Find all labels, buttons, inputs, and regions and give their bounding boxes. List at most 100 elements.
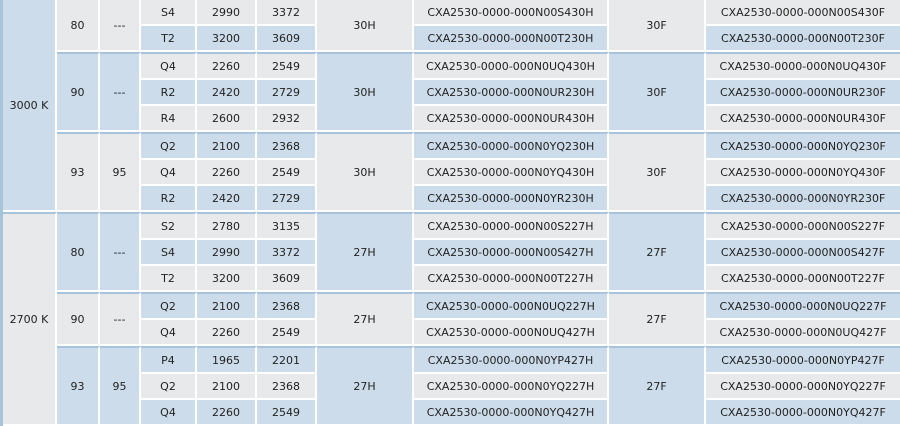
flux-bin-cell: R4 [141,106,197,132]
flux-min-cell: 1965 [197,346,257,374]
flux-min-cell: 2100 [197,292,257,320]
part-number-h-cell: CXA2530-0000-000N0YQ427H [414,400,609,426]
table-row: T2 3200 3609 CXA2530-0000-000N00T227H CXA253… [3,266,900,292]
flux-min-cell: 2100 [197,132,257,160]
flux-bin-cell: R2 [141,80,197,106]
part-number-f-cell: CXA2530-0000-000N00T230F [706,26,900,52]
flux-bin-cell: Q4 [141,160,197,186]
flux-bin-cell: Q2 [141,292,197,320]
flux-typ-cell: 2368 [257,132,317,160]
part-number-h-cell: CXA2530-0000-000N0YQ230H [414,132,609,160]
flux-min-cell: 2990 [197,240,257,266]
part-number-h-cell: CXA2530-0000-000N0UR230H [414,80,609,106]
part-number-f-cell: CXA2530-0000-000N0UQ427F [706,320,900,346]
flux-bin-cell: Q4 [141,52,197,80]
table-row: R2 2420 2729 CXA2530-0000-000N0UR230H CXA253… [3,80,900,106]
flux-bin-cell: S4 [141,0,197,26]
flux-bin-cell: Q4 [141,320,197,346]
flux-min-cell: 3200 [197,266,257,292]
table-row: 2700 K 80 --- S2 2780 3135 27H CXA2530-0000-000… [3,212,900,426]
code-h-cell: 30H [317,132,414,212]
part-number-h-cell: CXA2530-0000-000N0YR230H [414,186,609,212]
cri-typ-cell: --- [100,0,141,52]
table-row: R2 2420 2729 CXA2530-0000-000N0YR230H CXA253… [3,186,900,212]
code-h-cell: 27H [317,346,414,426]
cri-min-cell: 93 [57,346,100,426]
flux-bin-cell: T2 [141,26,197,52]
part-number-h-cell: CXA2530-0000-000N0UR430H [414,106,609,132]
flux-typ-cell: 2368 [257,292,317,320]
part-number-h-cell: CXA2530-0000-000N0UQ430H [414,52,609,80]
flux-min-cell: 2990 [197,0,257,26]
flux-typ-cell: 2549 [257,400,317,426]
code-h-cell: 27H [317,212,414,292]
part-number-h-cell: CXA2530-0000-000N0UQ427H [414,320,609,346]
cri-min-cell: 80 [57,0,100,52]
part-number-f-cell: CXA2530-0000-000N00S227F [706,212,900,240]
table-row: T2 3200 3609 CXA2530-0000-000N00T230H CXA253… [3,26,900,52]
table-row: 90 --- Q2 2100 2368 27H CXA2530-0000-000N0UQ22… [3,292,900,346]
table-row: R4 2600 2932 CXA2530-0000-000N0UR430H CXA253… [3,106,900,132]
part-number-h-cell: CXA2530-0000-000N00T230H [414,26,609,52]
code-h-cell: 27H [317,292,414,346]
cri-min-cell: 90 [57,292,100,346]
flux-bin-cell: S4 [141,240,197,266]
table-row: Q2 2100 2368 CXA2530-0000-000N0YQ227H CXA253… [3,374,900,400]
code-h-cell: 30H [317,52,414,132]
part-number-f-cell: CXA2530-0000-000N0UR230F [706,80,900,106]
code-f-cell: 27F [609,346,706,426]
part-number-h-cell: CXA2530-0000-000N00S227H [414,212,609,240]
code-f-cell: 27F [609,292,706,346]
flux-bin-cell: P4 [141,346,197,374]
flux-typ-cell: 2549 [257,52,317,80]
cri-typ-cell: 95 [100,346,141,426]
cri-typ-cell: --- [100,52,141,132]
cri-typ-cell: 95 [100,132,141,212]
part-number-h-cell: CXA2530-0000-000N0YQ227H [414,374,609,400]
cct-cell: 2700 K [3,212,57,426]
table-body: 3000 K 80 --- S4 2990 3372 30H CXA2530-0000-000… [3,0,900,426]
flux-typ-cell: 3372 [257,0,317,26]
flux-min-cell: 2100 [197,374,257,400]
flux-bin-cell: S2 [141,212,197,240]
flux-typ-cell: 3609 [257,266,317,292]
flux-min-cell: 2260 [197,52,257,80]
flux-typ-cell: 3372 [257,240,317,266]
table-row: 93 95 Q2 2100 2368 30H CXA2530-0000-000N0YQ230… [3,132,900,212]
code-f-cell: 27F [609,212,706,292]
flux-bin-cell: R2 [141,186,197,212]
part-number-h-cell: CXA2530-0000-000N00S427H [414,240,609,266]
code-f-cell: 30F [609,132,706,212]
part-number-h-cell: CXA2530-0000-000N00S430H [414,0,609,26]
part-number-h-cell: CXA2530-0000-000N0YQ430H [414,160,609,186]
table-row: Q4 2260 2549 CXA2530-0000-000N0UQ427H CXA253… [3,320,900,346]
part-number-f-cell: CXA2530-0000-000N0UQ227F [706,292,900,320]
flux-bin-cell: Q2 [141,374,197,400]
flux-bin-cell: Q4 [141,400,197,426]
flux-min-cell: 2600 [197,106,257,132]
flux-typ-cell: 2549 [257,320,317,346]
cri-min-cell: 90 [57,52,100,132]
flux-typ-cell: 2549 [257,160,317,186]
flux-min-cell: 2260 [197,320,257,346]
cct-cell: 3000 K [3,0,57,212]
table-row: S4 2990 3372 CXA2530-0000-000N00S427H CXA253… [3,240,900,266]
cri-min-cell: 93 [57,132,100,212]
flux-min-cell: 2420 [197,80,257,106]
flux-bin-cell: T2 [141,266,197,292]
part-number-f-cell: CXA2530-0000-000N00S427F [706,240,900,266]
table-row: 90 --- Q4 2260 2549 30H CXA2530-0000-000N0UQ43… [3,52,900,132]
flux-typ-cell: 2729 [257,186,317,212]
flux-min-cell: 2260 [197,160,257,186]
part-number-h-cell: CXA2530-0000-000N00T227H [414,266,609,292]
code-h-cell: 30H [317,0,414,52]
part-number-f-cell: CXA2530-0000-000N00S430F [706,0,900,26]
flux-typ-cell: 2368 [257,374,317,400]
part-number-f-cell: CXA2530-0000-000N0UR430F [706,106,900,132]
part-number-f-cell: CXA2530-0000-000N0YQ230F [706,132,900,160]
flux-typ-cell: 3135 [257,212,317,240]
cri-typ-cell: --- [100,212,141,292]
cri-min-cell: 80 [57,212,100,292]
flux-typ-cell: 2729 [257,80,317,106]
